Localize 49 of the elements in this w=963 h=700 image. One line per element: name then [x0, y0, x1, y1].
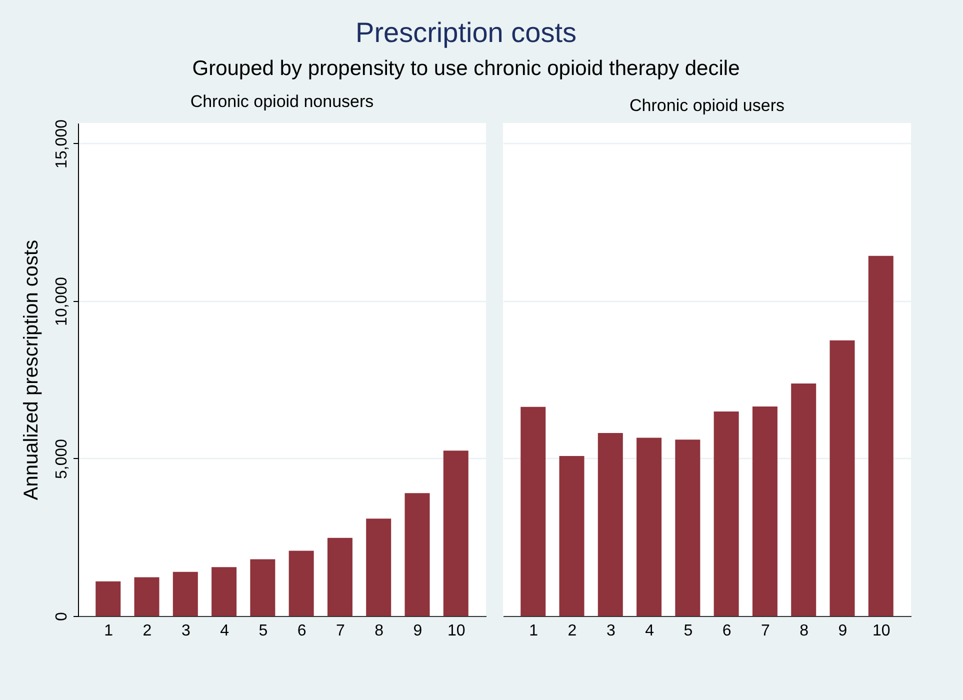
- bar: [559, 456, 584, 616]
- x-tick-label: 9: [838, 622, 848, 640]
- y-tick-label: 15,000: [54, 119, 70, 168]
- x-tick-label: 8: [800, 622, 809, 640]
- bar: [404, 493, 430, 616]
- x-tick-label: 3: [181, 622, 190, 640]
- x-tick-label: 9: [413, 622, 422, 640]
- x-tick-label: 2: [568, 622, 577, 640]
- x-tick-label: 10: [872, 622, 890, 640]
- bar: [868, 256, 894, 616]
- bar: [212, 567, 237, 616]
- bar: [172, 572, 198, 616]
- x-tick-label: 10: [447, 622, 466, 640]
- bar: [366, 518, 392, 616]
- x-tick-label: 2: [142, 622, 152, 640]
- bar: [675, 440, 700, 616]
- text: Chronic opioid users: [630, 96, 784, 115]
- bar: [134, 577, 160, 616]
- y-tick-label: 10,000: [54, 276, 70, 326]
- bar: [520, 406, 546, 616]
- x-tick-label: 3: [606, 622, 616, 640]
- bar: [830, 340, 855, 616]
- bar: [714, 412, 739, 616]
- x-tick-label: 6: [722, 622, 732, 640]
- x-tick-label: 1: [104, 622, 114, 640]
- x-tick-label: 4: [645, 622, 654, 640]
- chart-title: Prescription costs: [356, 17, 576, 48]
- x-tick-label: 7: [761, 622, 770, 640]
- chart-subtitle: Grouped by propensity to use chronic opioid therapy decile: [192, 57, 740, 80]
- bar: [598, 432, 623, 616]
- x-tick-label: 8: [374, 622, 384, 640]
- y-tick-label: 5,000: [54, 438, 70, 480]
- x-tick-label: 6: [297, 622, 306, 640]
- y-tick-label: 0: [54, 612, 70, 621]
- bar: [443, 450, 468, 616]
- bar: [636, 438, 662, 616]
- bar: [288, 550, 314, 616]
- x-tick-label: 5: [684, 622, 693, 640]
- y-axis-title: Annualized prescription costs: [20, 240, 42, 500]
- x-tick-label: 7: [336, 622, 346, 640]
- bar: [752, 406, 778, 616]
- x-tick-label: 5: [258, 622, 268, 640]
- bar: [791, 384, 816, 616]
- x-tick-label: 4: [220, 622, 230, 640]
- x-tick-label: 1: [529, 622, 538, 640]
- text: Chronic opioid nonusers: [190, 92, 374, 112]
- bar: [96, 581, 121, 616]
- bar: [250, 559, 276, 616]
- bar: [327, 538, 352, 616]
